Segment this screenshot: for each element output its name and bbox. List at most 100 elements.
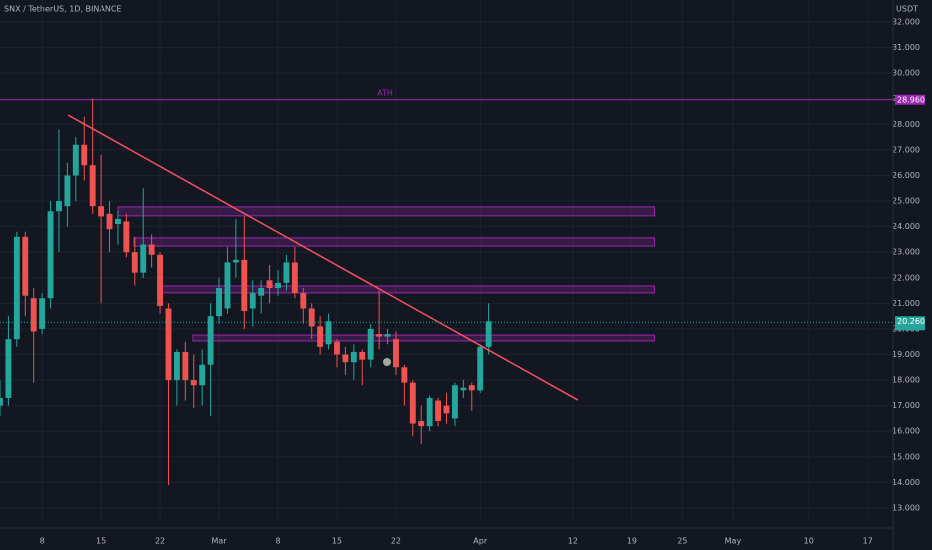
candle-body <box>114 218 121 225</box>
candle-body <box>47 211 54 299</box>
candle-body <box>443 405 450 414</box>
y-tick-label: 22.000 <box>892 273 920 282</box>
candle-body <box>241 259 248 312</box>
event-marker <box>383 358 391 366</box>
zone <box>133 237 656 247</box>
candle-body <box>258 288 265 296</box>
candle-body <box>376 334 383 337</box>
ath-price-label: 28.960 <box>897 95 925 104</box>
candle-body <box>300 293 307 309</box>
candle-body <box>232 259 239 263</box>
candle-body <box>367 328 374 360</box>
candle-body <box>207 316 214 365</box>
y-tick-label: 15.000 <box>892 452 920 461</box>
ath-price-tag <box>895 94 925 105</box>
candle-body <box>106 213 113 230</box>
candle-body <box>165 308 172 381</box>
y-tick-label: 32.000 <box>892 17 920 26</box>
last-price-tag <box>895 316 925 331</box>
candle-body <box>485 321 492 347</box>
candle-body <box>224 262 231 309</box>
candle-body <box>350 351 357 363</box>
x-tick-label: 17 <box>863 537 873 546</box>
y-tick-label: 19.000 <box>892 350 920 359</box>
candle-body <box>39 298 46 329</box>
y-tick-label: 31.000 <box>892 43 920 52</box>
y-tick-label: 14.000 <box>892 478 920 487</box>
candle-body <box>22 236 29 296</box>
candle-body <box>123 221 130 253</box>
candle-body <box>5 339 12 398</box>
x-tick-label: 8 <box>40 537 45 546</box>
y-tick-label: 30.000 <box>892 69 920 78</box>
zone <box>192 334 656 342</box>
candle-body <box>460 387 467 391</box>
x-tick-label: 10 <box>804 537 814 546</box>
candle-body <box>199 364 206 386</box>
candle-body <box>308 308 315 327</box>
candle-body <box>64 175 71 207</box>
zone <box>159 285 656 294</box>
candle-body <box>342 354 349 363</box>
y-tick-label: 26.000 <box>892 171 920 180</box>
x-tick-label: 19 <box>627 537 637 546</box>
candle-body <box>283 262 290 283</box>
candle-body <box>249 293 256 309</box>
candle-body <box>140 244 147 273</box>
candle-body <box>468 385 475 391</box>
candle-body <box>393 339 399 368</box>
x-tick-label: 12 <box>568 537 578 546</box>
chart-title: SNX / TetherUS, 1D, BINANCE <box>4 5 121 14</box>
x-tick-label: 15 <box>96 537 106 546</box>
x-tick-label: 8 <box>275 537 280 546</box>
candle-body <box>451 385 458 419</box>
y-tick-label: 13.000 <box>892 503 920 512</box>
candle-body <box>418 421 425 427</box>
x-tick-label: Apr <box>473 537 488 546</box>
candle-body <box>359 351 366 360</box>
candle-body <box>56 201 62 212</box>
candle-body <box>157 254 164 306</box>
candle-body <box>72 144 79 176</box>
candle-body <box>435 400 442 422</box>
candle-body <box>173 351 180 381</box>
candle-body <box>148 244 155 255</box>
candle-body <box>98 206 105 217</box>
candle-body <box>317 326 324 347</box>
candle-body <box>81 144 88 166</box>
candle-body <box>89 165 96 207</box>
y-tick-label: 18.000 <box>892 376 920 385</box>
trendline <box>67 114 579 401</box>
x-tick-label: Mar <box>211 537 227 546</box>
ath-text: ATH <box>377 88 393 97</box>
currency-label: USDT <box>896 5 918 14</box>
candle-body <box>182 351 189 381</box>
last-price-label: 20.260 <box>897 317 925 326</box>
y-tick-label: 16.000 <box>892 427 920 436</box>
candle-body <box>426 397 433 427</box>
y-tick-label: 27.000 <box>892 145 920 154</box>
candle-body <box>13 236 20 340</box>
candle-body <box>384 334 391 337</box>
zone <box>117 206 656 217</box>
y-tick-label: 28.000 <box>892 120 920 129</box>
x-tick-label: 22 <box>391 537 401 546</box>
candle-body <box>477 346 484 391</box>
candle-body <box>30 298 37 332</box>
candle-body <box>325 321 332 345</box>
y-tick-label: 21.000 <box>892 299 920 308</box>
candle-body <box>0 397 3 406</box>
candle-body <box>216 288 222 317</box>
x-tick-label: 25 <box>677 537 687 546</box>
candle-body <box>275 282 281 289</box>
candle-body <box>291 262 298 294</box>
y-tick-label: 23.000 <box>892 248 920 257</box>
x-tick-label: 22 <box>155 537 165 546</box>
candle-body <box>401 367 408 383</box>
y-tick-label: 25.000 <box>892 197 920 206</box>
candle-body <box>190 380 197 386</box>
candle-body <box>409 382 416 424</box>
candle-body <box>334 341 340 355</box>
